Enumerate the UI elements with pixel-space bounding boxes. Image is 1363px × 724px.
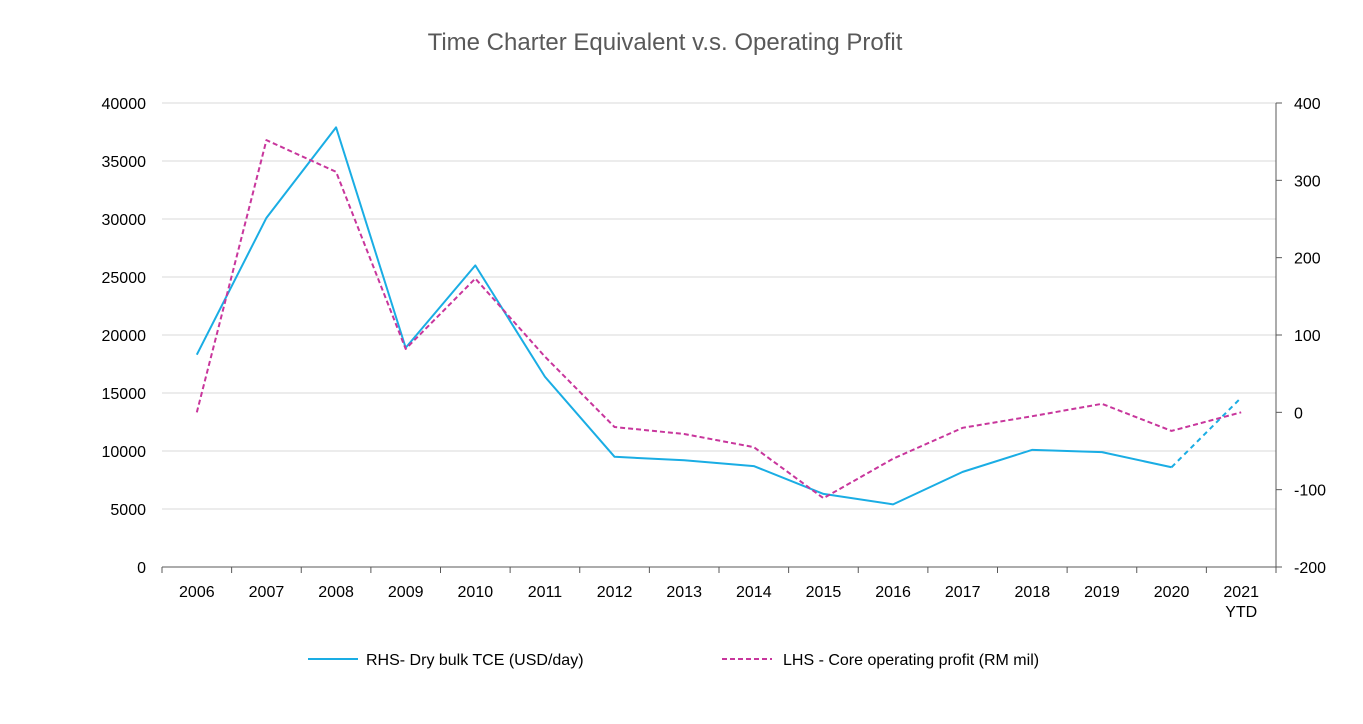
right-axis-tick-labels: -200 -100 0 100 200 300 400 bbox=[1294, 96, 1326, 577]
x-tick-label-line: 2015 bbox=[806, 584, 842, 601]
x-tick-label: 2019 bbox=[1084, 584, 1120, 601]
x-tick-label-line: 2008 bbox=[318, 584, 354, 601]
x-tick-label-line: 2020 bbox=[1154, 584, 1190, 601]
x-tick-label: 2020 bbox=[1154, 584, 1190, 601]
series-line-ytd-segment bbox=[1170, 396, 1242, 468]
right-tick-label: -100 bbox=[1294, 483, 1326, 500]
series-1 bbox=[195, 126, 1242, 506]
x-tick-label-line: 2017 bbox=[945, 584, 981, 601]
gridlines bbox=[162, 102, 1276, 510]
axes bbox=[161, 102, 1282, 573]
right-tick-label: 100 bbox=[1294, 328, 1321, 345]
x-tick-label: 2016 bbox=[875, 584, 911, 601]
x-tick-label-line: 2016 bbox=[875, 584, 911, 601]
x-tick-label: 2009 bbox=[388, 584, 424, 601]
left-tick-label: 40000 bbox=[102, 96, 147, 113]
x-tick-label-line: 2010 bbox=[458, 584, 494, 601]
right-tick-label: 200 bbox=[1294, 251, 1321, 268]
x-tick-label: 2014 bbox=[736, 584, 772, 601]
left-tick-label: 35000 bbox=[102, 154, 147, 171]
series bbox=[195, 126, 1242, 506]
x-tick-label-line: YTD bbox=[1225, 604, 1257, 621]
x-tick-label-line: 2007 bbox=[249, 584, 285, 601]
x-tick-label-line: 2009 bbox=[388, 584, 424, 601]
right-tick-label: 400 bbox=[1294, 96, 1321, 113]
series-2 bbox=[195, 139, 1242, 500]
x-tick-label-line: 2011 bbox=[528, 584, 563, 601]
x-tick-label-line: 2019 bbox=[1084, 584, 1120, 601]
left-tick-label: 0 bbox=[137, 560, 146, 577]
x-tick-label: 2006 bbox=[179, 584, 215, 601]
right-tick-label: 300 bbox=[1294, 173, 1321, 190]
right-tick-label: -200 bbox=[1294, 560, 1326, 577]
legend-label: RHS- Dry bulk TCE (USD/day) bbox=[366, 652, 584, 669]
x-tick-label-line: 2012 bbox=[597, 584, 633, 601]
x-tick-label-line: 2014 bbox=[736, 584, 772, 601]
x-tick-label: 2008 bbox=[318, 584, 354, 601]
left-tick-label: 5000 bbox=[110, 502, 146, 519]
series-line bbox=[195, 139, 1242, 500]
x-tick-label-line: 2021 bbox=[1223, 584, 1259, 601]
left-tick-label: 15000 bbox=[102, 386, 147, 403]
legend-label: LHS - Core operating profit (RM mil) bbox=[783, 652, 1039, 669]
left-tick-label: 30000 bbox=[102, 212, 147, 229]
legend-item: LHS - Core operating profit (RM mil) bbox=[722, 652, 1039, 669]
x-tick-label: 2018 bbox=[1015, 584, 1051, 601]
x-tick-label: 2010 bbox=[458, 584, 494, 601]
legend-item: RHS- Dry bulk TCE (USD/day) bbox=[308, 652, 584, 669]
left-axis-tick-labels: 0 5000 10000 15000 20000 25000 30000 35000 40000 bbox=[102, 96, 147, 577]
x-tick-label: 2021 YTD bbox=[1223, 584, 1259, 621]
x-tick-label: 2012 bbox=[597, 584, 633, 601]
series-line bbox=[195, 126, 1172, 506]
x-tick-label: 2015 bbox=[806, 584, 842, 601]
x-tick-label: 2013 bbox=[666, 584, 702, 601]
x-tick-label-line: 2006 bbox=[179, 584, 215, 601]
legend: RHS- Dry bulk TCE (USD/day) LHS - Core op… bbox=[308, 652, 1039, 669]
right-tick-label: 0 bbox=[1294, 405, 1303, 422]
x-tick-label: 2007 bbox=[249, 584, 285, 601]
x-tick-label-line: 2018 bbox=[1015, 584, 1051, 601]
left-tick-label: 25000 bbox=[102, 270, 147, 287]
left-tick-label: 20000 bbox=[102, 328, 147, 345]
left-tick-label: 10000 bbox=[102, 444, 147, 461]
x-tick-label: 2011 bbox=[528, 584, 563, 601]
chart-title: Time Charter Equivalent v.s. Operating P… bbox=[428, 29, 903, 56]
x-tick-label: 2017 bbox=[945, 584, 981, 601]
x-tick-label-line: 2013 bbox=[666, 584, 702, 601]
x-axis-tick-labels: 2006 2007 2008 2009 2010 2011 2012 2013 2014 2015… bbox=[179, 584, 1259, 621]
